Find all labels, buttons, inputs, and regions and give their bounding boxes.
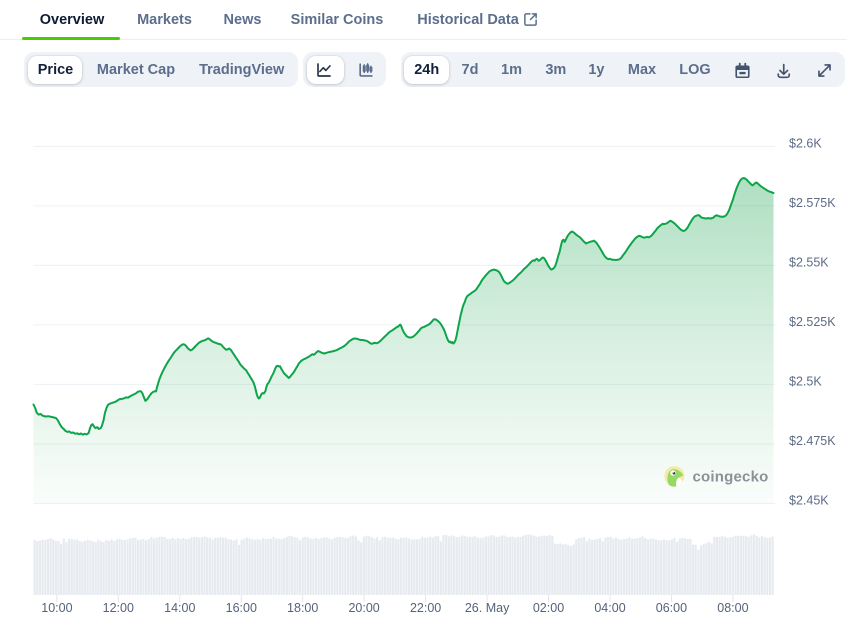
svg-text:$2.575K: $2.575K	[789, 196, 836, 210]
svg-text:04:00: 04:00	[594, 601, 625, 615]
svg-text:$2.525K: $2.525K	[789, 315, 836, 329]
svg-text:10:00: 10:00	[41, 601, 72, 615]
svg-text:14:00: 14:00	[164, 601, 195, 615]
svg-text:$2.55K: $2.55K	[789, 255, 829, 269]
svg-text:$2.5K: $2.5K	[789, 374, 822, 388]
svg-text:22:00: 22:00	[410, 601, 441, 615]
svg-text:coingecko: coingecko	[693, 468, 769, 485]
svg-text:16:00: 16:00	[226, 601, 257, 615]
svg-text:$2.45K: $2.45K	[789, 493, 829, 507]
svg-text:$2.6K: $2.6K	[789, 136, 822, 150]
svg-text:$2.475K: $2.475K	[789, 434, 836, 448]
svg-text:12:00: 12:00	[103, 601, 134, 615]
svg-text:18:00: 18:00	[287, 601, 318, 615]
svg-text:08:00: 08:00	[717, 601, 748, 615]
svg-text:26. May: 26. May	[465, 601, 510, 615]
svg-text:02:00: 02:00	[533, 601, 564, 615]
svg-text:20:00: 20:00	[348, 601, 379, 615]
svg-text:06:00: 06:00	[656, 601, 687, 615]
